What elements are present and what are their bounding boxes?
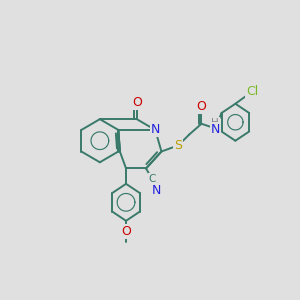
Text: S: S <box>174 139 182 152</box>
Text: N: N <box>211 123 220 136</box>
Text: N: N <box>152 184 161 196</box>
Text: O: O <box>121 225 131 238</box>
Text: N: N <box>151 123 160 136</box>
Text: H: H <box>212 118 219 128</box>
Text: O: O <box>196 100 206 113</box>
Text: C: C <box>148 174 156 184</box>
Text: Cl: Cl <box>246 85 258 98</box>
Text: O: O <box>132 96 142 109</box>
